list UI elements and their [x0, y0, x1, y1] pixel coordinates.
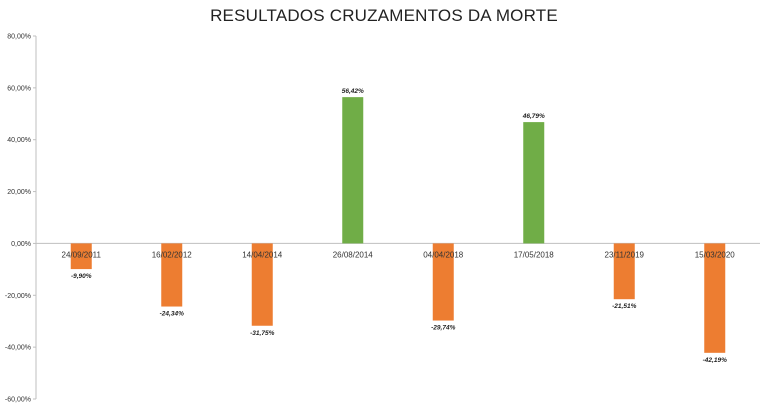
- y-tick-label: -60,00%: [5, 397, 31, 404]
- x-category-label: 04/04/2018: [423, 250, 464, 259]
- x-category-label: 15/03/2020: [695, 250, 736, 259]
- data-label: -31,75%: [250, 330, 274, 337]
- data-label: -21,51%: [612, 303, 636, 310]
- y-tick-label: -20,00%: [5, 293, 31, 300]
- data-label: -24,34%: [160, 311, 184, 318]
- x-category-label: 24/09/2011: [62, 250, 102, 259]
- y-tick-label: 40,00%: [7, 137, 31, 144]
- data-label: -42,19%: [703, 357, 727, 364]
- bar: [613, 243, 635, 300]
- x-category-label: 17/05/2018: [514, 250, 555, 259]
- chart-title: RESULTADOS CRUZAMENTOS DA MORTE: [210, 6, 558, 25]
- bar: [161, 243, 183, 307]
- bar: [70, 243, 92, 270]
- y-tick-label: 80,00%: [7, 34, 31, 41]
- y-tick-label: -40,00%: [5, 345, 31, 352]
- data-label: -9,90%: [71, 273, 92, 280]
- x-category-label: 26/08/2014: [333, 250, 374, 259]
- x-category-label: 23/11/2019: [605, 250, 645, 259]
- bar: [704, 243, 726, 353]
- bar: [251, 243, 273, 326]
- bar: [342, 97, 364, 244]
- x-category-label: 16/02/2012: [152, 250, 193, 259]
- data-label: 46,79%: [522, 113, 545, 120]
- y-tick-label: 0,00%: [11, 241, 31, 248]
- data-label: -29,74%: [431, 325, 455, 332]
- x-category-label: 14/04/2014: [242, 250, 283, 259]
- bar: [432, 243, 454, 321]
- data-label: 56,42%: [342, 88, 364, 95]
- bar: [523, 122, 545, 244]
- y-tick-label: 60,00%: [7, 85, 31, 92]
- y-tick-label: 20,00%: [7, 189, 31, 196]
